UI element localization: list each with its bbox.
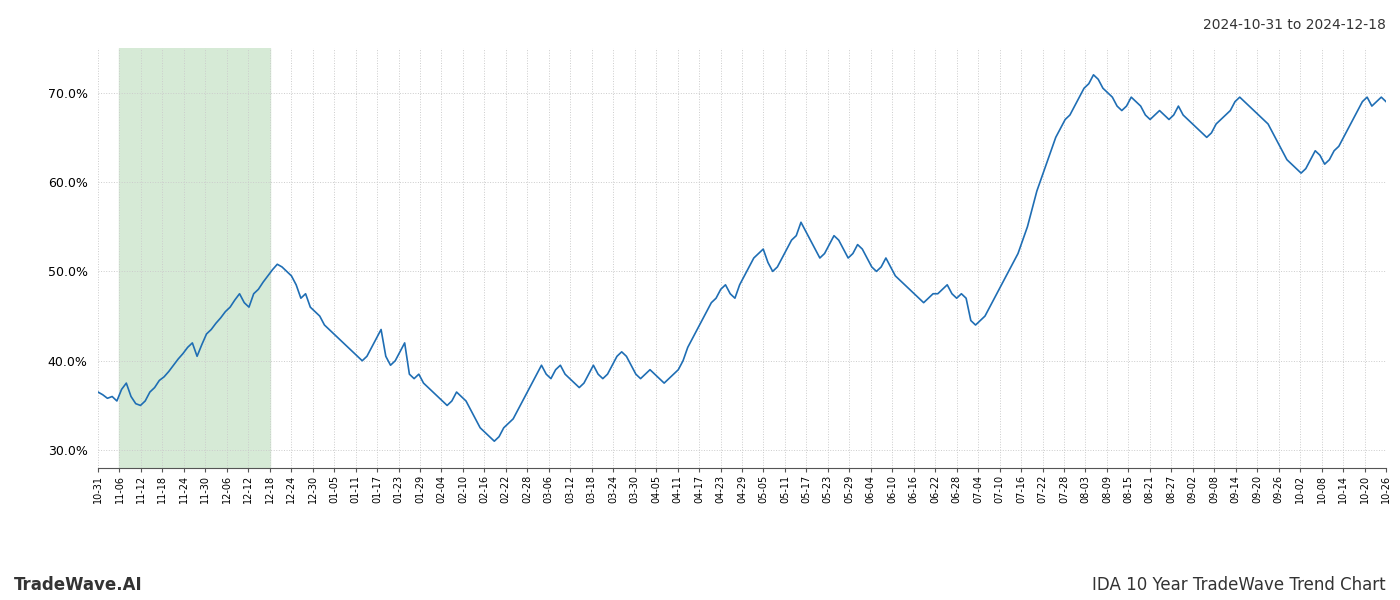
Text: 2024-10-31 to 2024-12-18: 2024-10-31 to 2024-12-18: [1203, 18, 1386, 32]
Text: IDA 10 Year TradeWave Trend Chart: IDA 10 Year TradeWave Trend Chart: [1092, 576, 1386, 594]
Bar: [119, 48, 270, 468]
Text: TradeWave.AI: TradeWave.AI: [14, 576, 143, 594]
